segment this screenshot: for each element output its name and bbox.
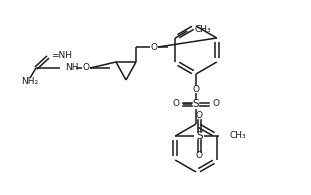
Text: O: O	[196, 112, 203, 121]
Text: O: O	[196, 152, 203, 160]
Text: S: S	[193, 99, 199, 109]
Text: O: O	[212, 99, 220, 108]
Text: O: O	[173, 99, 179, 108]
Text: O: O	[151, 43, 157, 51]
Text: O: O	[82, 64, 90, 73]
Text: CH₃: CH₃	[229, 131, 246, 141]
Text: O: O	[193, 84, 199, 93]
Text: NH₂: NH₂	[21, 77, 39, 87]
Text: NH: NH	[65, 64, 78, 73]
Text: =NH: =NH	[51, 51, 72, 59]
Text: CH₃: CH₃	[194, 26, 211, 35]
Text: S: S	[196, 131, 202, 141]
